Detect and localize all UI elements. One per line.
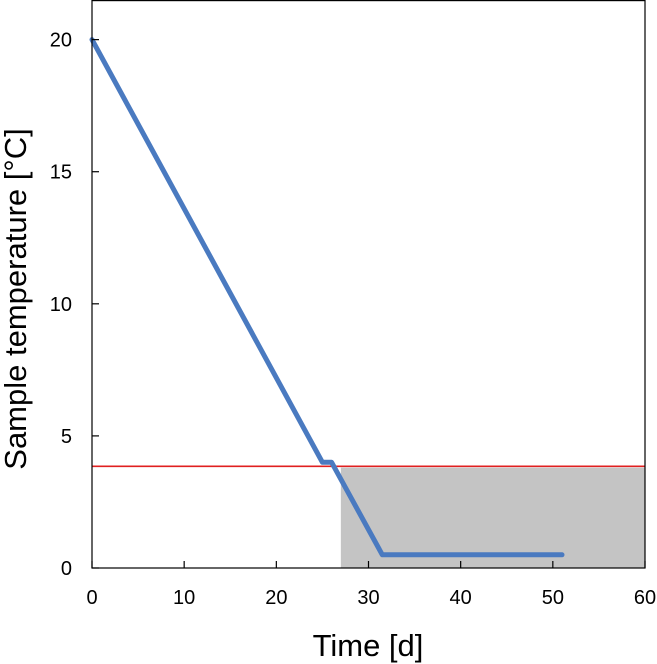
y-tick-label: 15 <box>50 162 72 184</box>
x-tick-label: 30 <box>357 587 379 609</box>
y-axis-title: Sample temperature [°C] <box>0 128 33 469</box>
x-tick-label: 0 <box>86 587 97 609</box>
series-layer <box>89 37 565 558</box>
y-tick-label: 20 <box>50 30 72 52</box>
y-tick-label: 10 <box>50 294 72 316</box>
x-tick-label: 10 <box>173 587 195 609</box>
shaded-region <box>340 467 645 568</box>
series-line-0 <box>89 37 565 558</box>
x-tick-label: 60 <box>634 587 656 609</box>
x-tick-label: 50 <box>542 587 564 609</box>
y-tick-label: 0 <box>61 558 72 580</box>
y-tick-label: 5 <box>61 426 72 448</box>
x-tick-label: 40 <box>450 587 472 609</box>
x-tick-label: 20 <box>265 587 287 609</box>
y-axis-ticks: 0 5 10 15 20 <box>50 30 99 580</box>
x-axis-title: Time [d] <box>313 628 424 663</box>
x-axis-ticks: 0 10 20 30 40 50 60 <box>86 561 656 609</box>
